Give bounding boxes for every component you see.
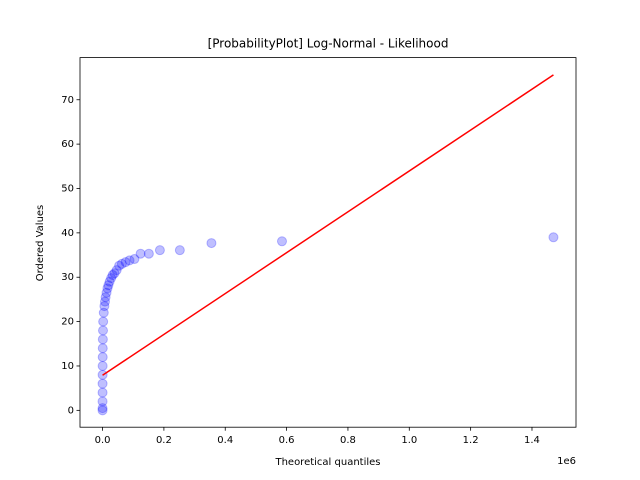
data-point: [116, 258, 127, 269]
data-point: [276, 236, 287, 247]
data-point: [98, 325, 109, 336]
y-axis-label: Ordered Values: [35, 205, 46, 282]
data-point: [120, 257, 131, 268]
x-tick-label: 1.4: [524, 435, 540, 446]
x-tick-label: 0.6: [279, 435, 295, 446]
y-tick-label: 10: [61, 361, 74, 372]
data-point: [124, 255, 135, 266]
data-point: [97, 360, 108, 371]
data-point: [102, 283, 113, 294]
data-point: [97, 403, 108, 414]
data-point: [135, 248, 146, 259]
data-point: [174, 245, 185, 256]
data-point: [106, 273, 117, 284]
y-tick-label: 20: [61, 317, 74, 328]
data-point: [548, 232, 559, 243]
x-tick-label: 1.2: [463, 435, 479, 446]
data-point: [97, 334, 108, 345]
data-point: [97, 352, 108, 363]
y-tick-label: 60: [61, 139, 74, 150]
data-point: [103, 280, 114, 291]
data-point: [104, 276, 115, 287]
x-axis-label: Theoretical quantiles: [274, 457, 380, 468]
data-point: [109, 268, 120, 279]
data-point: [98, 307, 109, 318]
x-tick-label: 1.0: [401, 435, 417, 446]
plot-frame: [79, 57, 577, 428]
data-point: [111, 265, 122, 276]
x-offset-label: 1e6: [557, 456, 576, 467]
y-tick-label: 40: [61, 228, 74, 239]
data-point: [99, 296, 110, 307]
data-point: [97, 378, 108, 389]
fit-line: [102, 74, 554, 376]
data-point: [97, 396, 108, 407]
data-point: [100, 292, 111, 303]
data-point: [129, 254, 140, 265]
data-point: [97, 387, 108, 398]
x-tick-label: 0.8: [340, 435, 356, 446]
data-point: [114, 260, 125, 271]
x-tick-label: 0.2: [156, 435, 172, 446]
y-tick-label: 0: [68, 405, 74, 416]
y-tick-label: 70: [61, 95, 74, 106]
chart-title: [ProbabilityPlot] Log-Normal - Likelihoo…: [208, 37, 449, 51]
data-point: [101, 287, 112, 298]
data-point: [206, 238, 217, 249]
data-point: [99, 301, 110, 312]
data-point: [154, 245, 165, 256]
y-tick-label: 30: [61, 272, 74, 283]
data-point: [98, 316, 109, 327]
data-point: [97, 405, 108, 416]
x-tick-label: 0.0: [95, 435, 111, 446]
y-tick-label: 50: [61, 183, 74, 194]
data-point: [97, 343, 108, 354]
data-point: [107, 270, 118, 281]
data-point: [143, 248, 154, 259]
x-tick-label: 0.4: [217, 435, 233, 446]
